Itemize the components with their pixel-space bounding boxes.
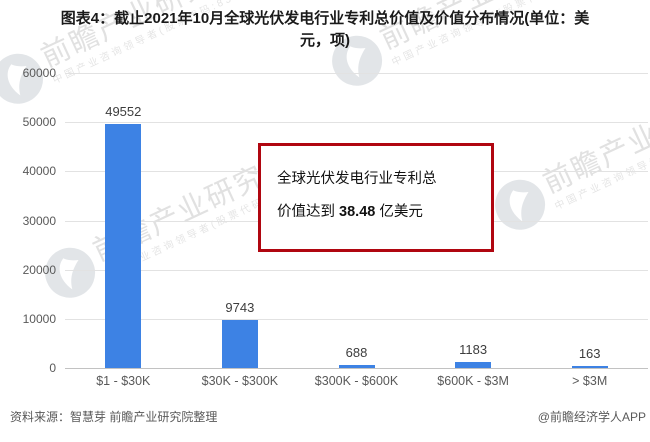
gridline-0 [65, 368, 648, 369]
y-axis-tick-10000: 10000 [22, 311, 56, 326]
bar-value-label: 9743 [225, 300, 255, 315]
y-axis-tick-50000: 50000 [22, 115, 56, 130]
bar-$300K - $600K [338, 365, 375, 368]
chart-title-line1: 图表4：截止2021年10月全球光伏发电行业专利总价值及价值分布情况(单位：美 [60, 10, 590, 27]
x-axis-label: $30K - $300K [201, 374, 279, 388]
y-axis-tick-60000: 60000 [22, 66, 56, 80]
bar-value-label: 688 [345, 345, 368, 360]
annotation-line2: 价值达到 38.48 亿美元 [277, 204, 423, 220]
y-axis-tick-0: 0 [49, 361, 56, 375]
x-axis-label: $600K - $3M [437, 374, 509, 388]
x-axis-label: $300K - $600K [314, 374, 399, 388]
source-text: 资料来源：智慧芽 前瞻产业研究院整理 [10, 410, 218, 424]
bar-$600K - $3M [455, 362, 492, 368]
bar-$30K - $300K [221, 320, 258, 368]
gridline-20000 [65, 269, 648, 271]
annotation-value: 38.48 [339, 204, 376, 220]
annotation-box: 全球光伏发电行业专利总 价值达到 38.48 亿美元 [258, 143, 494, 252]
bar-value-label: 1183 [459, 342, 488, 357]
bar-value-label: 49552 [105, 104, 142, 119]
y-axis-tick-20000: 20000 [22, 262, 56, 277]
bar-$1 - $30K [105, 124, 142, 368]
chart-title-line2: 元，项) [300, 32, 350, 49]
gridline-60000 [65, 73, 648, 74]
x-axis-label: > $3M [572, 374, 608, 388]
chart-title: 图表4：截止2021年10月全球光伏发电行业专利总价值及价值分布情况(单位：美 … [0, 8, 650, 52]
credit-text: @前瞻经济学人APP [537, 410, 646, 424]
gridline-50000 [65, 122, 648, 124]
y-axis-tick-30000: 30000 [22, 213, 56, 228]
gridline-10000 [65, 318, 648, 320]
annotation-line1: 全球光伏发电行业专利总 [277, 171, 437, 187]
y-axis-tick-40000: 40000 [22, 164, 56, 179]
x-axis-label: $1 - $30K [96, 374, 151, 388]
bar-value-label: 163 [578, 346, 601, 361]
bar-> $3M [571, 366, 608, 368]
